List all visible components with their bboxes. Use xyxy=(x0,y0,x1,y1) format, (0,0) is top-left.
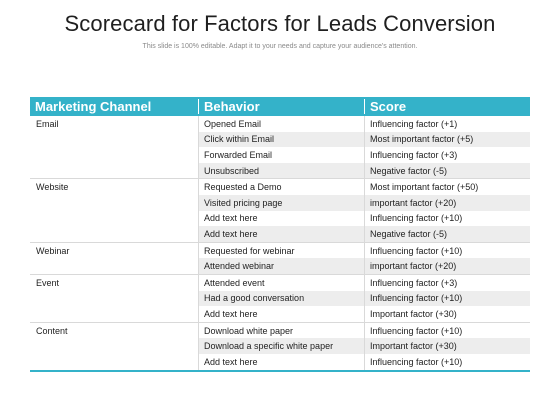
score-cell: Influencing factor (+3) xyxy=(364,147,530,163)
channel-cell: Website xyxy=(36,182,69,193)
channel-cell: Email xyxy=(36,119,59,129)
header-score: Score xyxy=(364,99,530,114)
behavior-cell: Attended webinar xyxy=(198,258,364,274)
channel-group: Website Requested a Demo Most important fa… xyxy=(30,179,530,243)
score-cell: Influencing factor (+10) xyxy=(364,210,530,227)
table-row: Add text here Influencing factor (+10) xyxy=(198,353,530,370)
score-cell: Influencing factor (+1) xyxy=(364,116,530,132)
behavior-rows: Download white paper Influencing factor (… xyxy=(198,322,530,370)
table-row: Attended webinar important factor (+20) xyxy=(198,258,530,274)
score-cell: important factor (+20) xyxy=(364,194,530,211)
behavior-cell: Download a specific white paper xyxy=(198,338,364,354)
score-cell: Influencing factor (+10) xyxy=(364,290,530,307)
table-row: Unsubscribed Negative factor (-5) xyxy=(198,162,530,179)
behavior-cell: Attended event xyxy=(198,274,364,291)
behavior-rows: Requested a Demo Most important factor (+… xyxy=(198,179,530,242)
table-row: Add text here Influencing factor (+10) xyxy=(198,210,530,227)
score-cell: Negative factor (-5) xyxy=(364,226,530,242)
behavior-cell: Add text here xyxy=(198,353,364,370)
behavior-cell: Download white paper xyxy=(198,322,364,339)
behavior-cell: Add text here xyxy=(198,210,364,227)
channel-cell: Content xyxy=(36,325,68,336)
table-row: Download white paper Influencing factor (… xyxy=(198,322,530,339)
slide-subtitle: This slide is 100% editable. Adapt it to… xyxy=(142,43,418,50)
table-row: Attended event Influencing factor (+3) xyxy=(198,274,530,291)
behavior-cell: Unsubscribed xyxy=(198,162,364,179)
score-cell: Important factor (+30) xyxy=(364,306,530,322)
table-row: Requested for webinar Influencing factor … xyxy=(198,242,530,259)
table-body: Email Opened Email Influencing factor (+1)… xyxy=(30,116,530,370)
behavior-cell: Click within Email xyxy=(198,131,364,148)
behavior-cell: Requested a Demo xyxy=(198,179,364,195)
behavior-cell: Visited pricing page xyxy=(198,194,364,211)
score-cell: important factor (+20) xyxy=(364,258,530,274)
table-row: Requested a Demo Most important factor (+… xyxy=(198,179,530,195)
score-cell: Most important factor (+50) xyxy=(364,179,530,195)
behavior-cell: Add text here xyxy=(198,226,364,242)
table-row: Opened Email Influencing factor (+1) xyxy=(198,116,530,132)
table-row: Visited pricing page important factor (+2… xyxy=(198,194,530,211)
behavior-cell: Add text here xyxy=(198,306,364,322)
table-row: Had a good conversation Influencing facto… xyxy=(198,290,530,307)
behavior-rows: Opened Email Influencing factor (+1) Click… xyxy=(198,116,530,179)
behavior-cell: Requested for webinar xyxy=(198,242,364,259)
channel-cell: Event xyxy=(36,277,60,288)
channel-group: Content Download white paper Influencing f… xyxy=(30,322,530,370)
behavior-cell: Forwarded Email xyxy=(198,147,364,163)
table-row: Forwarded Email Influencing factor (+3) xyxy=(198,147,530,163)
table-row: Click within Email Most important factor … xyxy=(198,131,530,148)
table-row: Download a specific white paper Important… xyxy=(198,338,530,354)
channel-cell: Webinar xyxy=(36,245,70,256)
score-cell: Influencing factor (+3) xyxy=(364,274,530,291)
score-cell: Influencing factor (+10) xyxy=(364,322,530,339)
score-cell: Influencing factor (+10) xyxy=(364,353,530,370)
score-cell: Important factor (+30) xyxy=(364,338,530,354)
score-cell: Influencing factor (+10) xyxy=(364,242,530,259)
table-row: Add text here Negative factor (-5) xyxy=(198,226,530,242)
score-cell: Negative factor (-5) xyxy=(364,162,530,179)
scorecard-table: Marketing Channel Behavior Score Email Op… xyxy=(30,97,530,372)
behavior-rows: Requested for webinar Influencing factor … xyxy=(198,242,530,274)
channel-group: Webinar Requested for webinar Influencing … xyxy=(30,242,530,275)
channel-group: Event Attended event Influencing factor (+… xyxy=(30,274,530,323)
behavior-cell: Had a good conversation xyxy=(198,290,364,307)
channel-group: Email Opened Email Influencing factor (+1)… xyxy=(30,116,530,180)
slide-title: Scorecard for Factors for Leads Conversi… xyxy=(64,11,496,36)
table-row: Add text here Important factor (+30) xyxy=(198,306,530,322)
behavior-rows: Attended event Influencing factor (+3) Had… xyxy=(198,274,530,322)
score-cell: Most important factor (+5) xyxy=(364,131,530,148)
behavior-cell: Opened Email xyxy=(198,116,364,132)
header-marketing-channel: Marketing Channel xyxy=(35,99,152,114)
table-header-row: Marketing Channel Behavior Score xyxy=(30,97,530,116)
header-behavior: Behavior xyxy=(198,99,364,114)
